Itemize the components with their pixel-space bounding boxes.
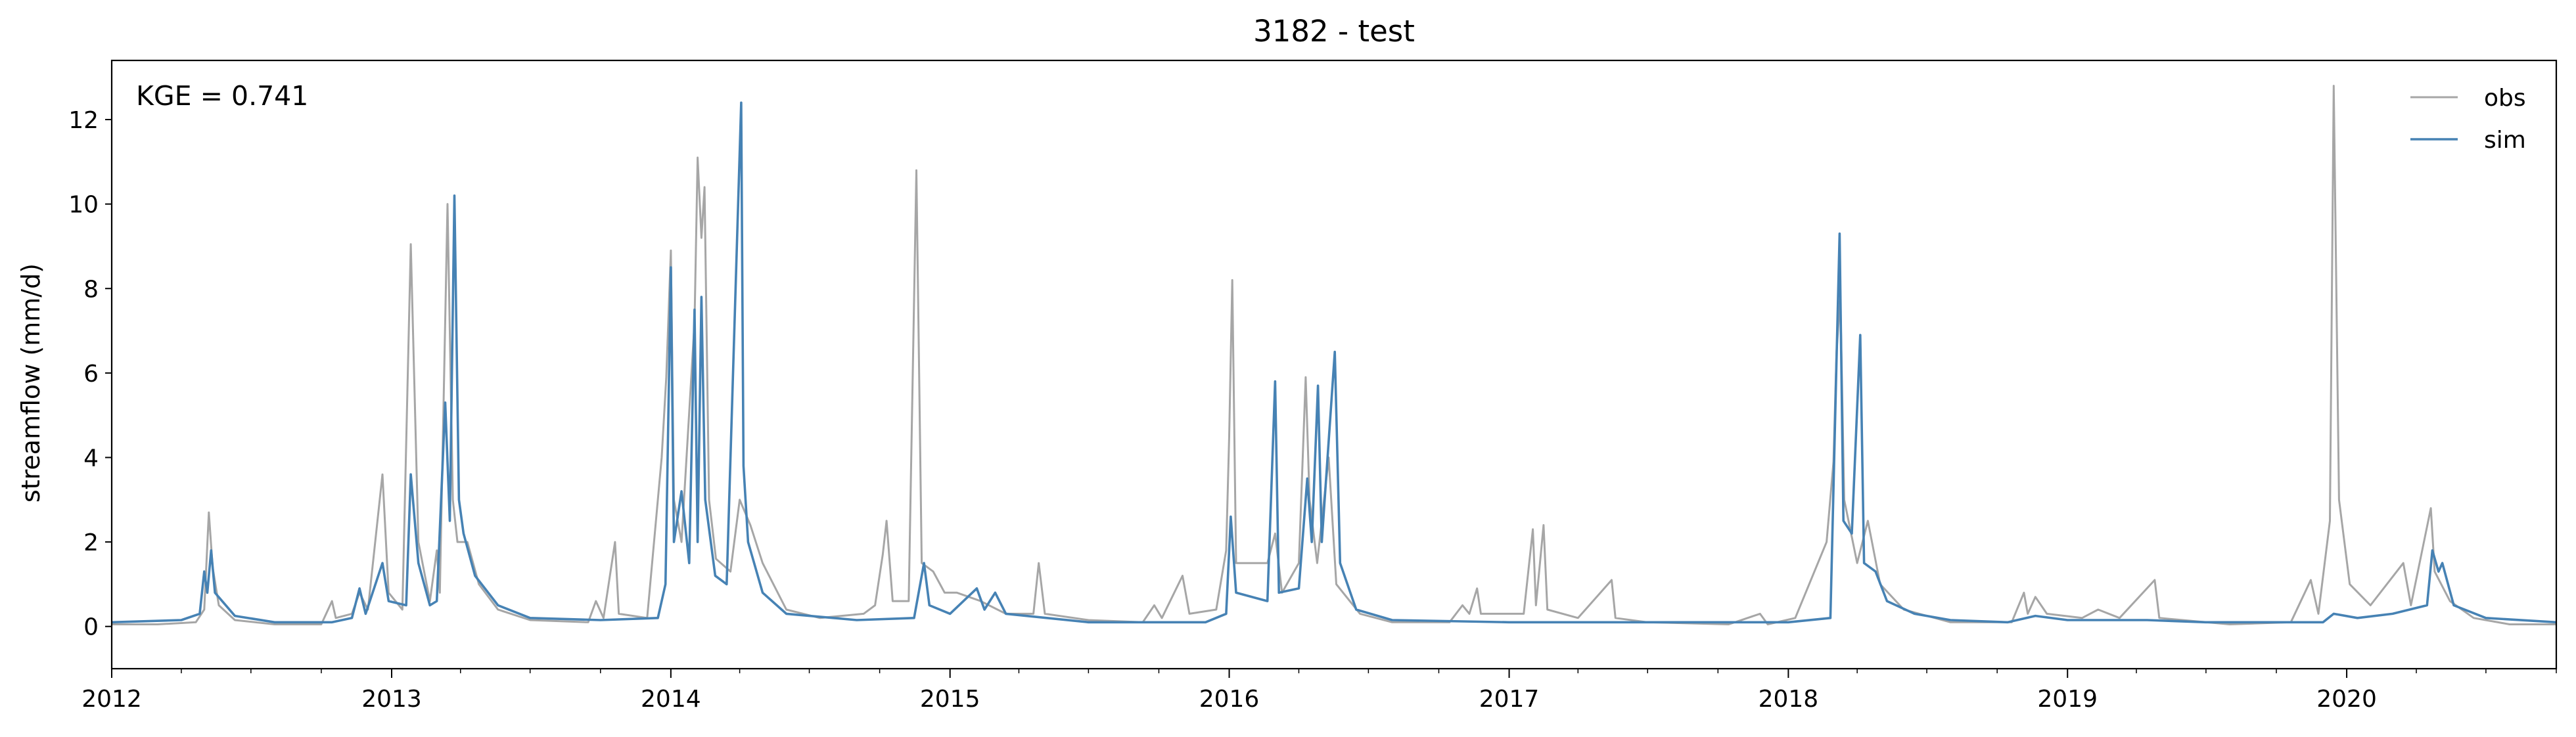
x-tick-label: 2012 [81,686,142,713]
x-tick-label: 2013 [361,686,422,713]
x-tick-label: 2016 [1199,686,1260,713]
x-tick-label: 2018 [1759,686,1819,713]
kge-annotation: KGE = 0.741 [136,80,308,112]
y-tick-label: 10 [68,192,99,219]
y-tick-label: 12 [68,107,99,134]
plot-frame [110,59,2558,670]
legend-label-sim: sim [2484,127,2526,154]
y-tick-label: 8 [83,276,99,303]
x-tick-label: 2020 [2316,686,2377,713]
y-tick-label: 0 [83,614,99,641]
y-axis-label: streamflow (mm/d) [16,263,45,502]
y-tick-label: 2 [83,529,99,556]
x-tick-label: 2019 [2037,686,2098,713]
axes-layer: 0 2 4 6 8 10 12 2012 2013 2014 2015 2016 2017 2018 201… [68,59,2558,713]
series-line-obs [112,85,2556,625]
legend-label-obs: obs [2484,85,2526,112]
series-line-sim [111,101,2557,624]
x-tick-label: 2014 [641,686,701,713]
chart-title: 3182 - test [1253,14,1415,49]
series-layer [111,85,2557,625]
y-tick-label: 4 [83,445,99,472]
x-tick-label: 2017 [1479,686,1540,713]
y-tick-label: 6 [83,361,99,388]
legend: obs sim [2410,85,2526,154]
x-tick-label: 2015 [920,686,980,713]
